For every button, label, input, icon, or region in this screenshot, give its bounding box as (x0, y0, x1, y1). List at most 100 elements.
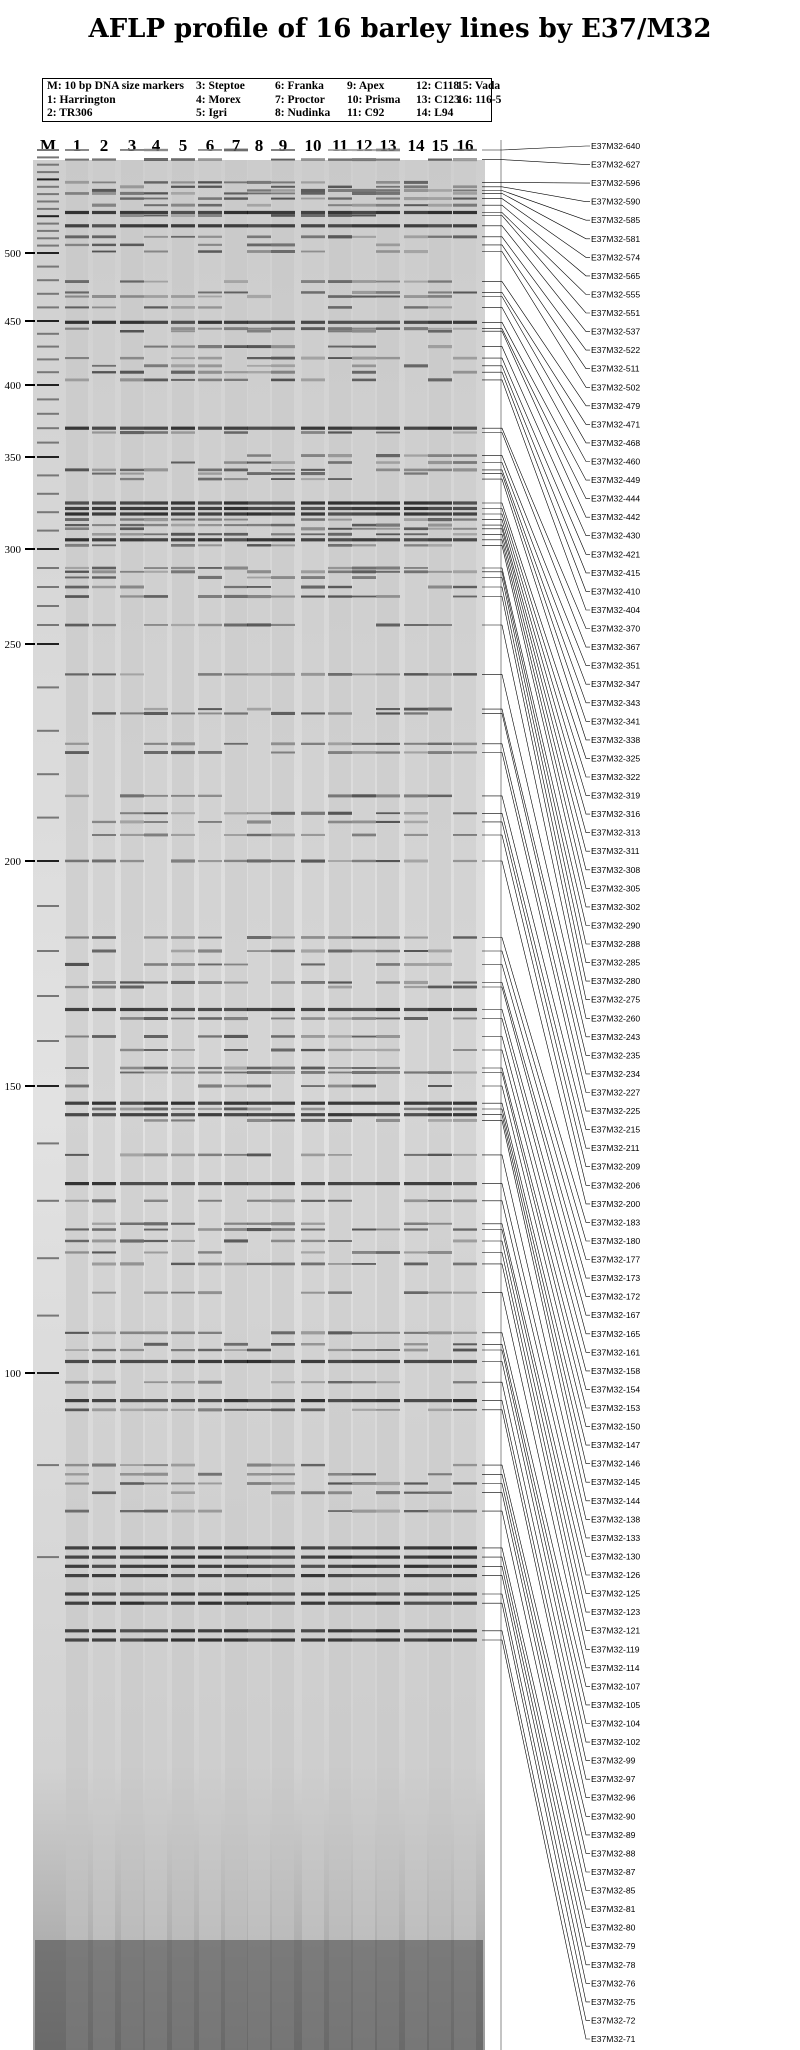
gel-band (352, 794, 376, 798)
legend-entry: 7: Proctor (275, 93, 325, 106)
gel-band (404, 180, 428, 184)
gel-band (301, 1574, 325, 1578)
gel-band (376, 1066, 400, 1070)
gel-band (247, 812, 271, 815)
gel-band (301, 327, 325, 331)
gel-band (376, 426, 400, 430)
gel-band (171, 532, 195, 536)
ladder-band (37, 1199, 59, 1202)
gel-band (92, 1380, 116, 1384)
gel-band (428, 320, 452, 324)
gel-band (453, 1049, 477, 1051)
gel-band (271, 506, 295, 511)
gel-band (352, 1263, 376, 1265)
gel-band (328, 431, 352, 434)
band-label: E37M32-97 (591, 1774, 636, 1784)
band-leader-line (482, 1223, 590, 1576)
gel-band (247, 673, 271, 676)
band-leader-line (482, 193, 590, 240)
band-label: E37M32-130 (591, 1552, 640, 1562)
gel-band (120, 431, 144, 435)
band-label: E37M32-370 (591, 624, 640, 634)
gel-band (328, 1555, 352, 1559)
gel-band (171, 566, 195, 570)
gel-band (92, 538, 116, 542)
gel-band (171, 1153, 195, 1157)
band-label: E37M32-305 (591, 883, 640, 893)
gel-band (224, 623, 248, 627)
band-label: E37M32-227 (591, 1088, 640, 1098)
band-label: E37M32-243 (591, 1032, 640, 1042)
gel-band (453, 203, 477, 207)
gel-band (428, 329, 452, 333)
gel-band (92, 1546, 116, 1550)
band-label: E37M32-442 (591, 512, 640, 522)
gel-band (352, 1564, 376, 1568)
gel-band (271, 533, 295, 536)
gel-band (171, 1119, 195, 1122)
gel-band (224, 1071, 248, 1074)
gel-band (144, 1035, 168, 1038)
gel-band (301, 1491, 325, 1495)
gel-band (404, 712, 428, 715)
gel-band (301, 672, 325, 676)
gel-band (247, 327, 271, 330)
band-label: E37M32-511 (591, 364, 640, 374)
gel-band (198, 1348, 222, 1352)
gel-band (428, 1638, 452, 1642)
band-label: E37M32-144 (591, 1496, 640, 1506)
gel-band (198, 1199, 222, 1202)
gel-band (453, 1239, 477, 1243)
gel-band (92, 235, 116, 239)
band-leader-line (482, 371, 590, 592)
gel-band (144, 468, 168, 472)
gel-band (171, 1331, 195, 1335)
gel-band (453, 981, 477, 984)
gel-band (92, 1199, 116, 1203)
gel-band (271, 949, 295, 953)
band-label: E37M32-177 (591, 1255, 640, 1265)
gel-band (404, 950, 428, 952)
gel-band (271, 192, 295, 195)
gel-band (301, 1085, 325, 1087)
gel-band (404, 512, 428, 516)
legend-entry: 10: Prisma (347, 93, 401, 106)
gel-band (271, 811, 295, 815)
band-label: E37M32-209 (591, 1162, 640, 1172)
gel-band (453, 1101, 477, 1105)
gel-band (198, 623, 222, 627)
gel-band (376, 623, 400, 627)
gel-band (144, 210, 168, 215)
band-label: E37M32-449 (591, 475, 640, 485)
gel-band (404, 472, 428, 475)
band-leader-line (482, 1361, 590, 1743)
band-leader-line (482, 1085, 590, 1427)
lane-strip (272, 160, 294, 2050)
gel-band (224, 431, 248, 434)
gel-band (171, 370, 195, 374)
gel-band (171, 1555, 195, 1559)
gel-band (171, 750, 195, 755)
gel-band (144, 570, 168, 573)
gel-band (65, 566, 89, 569)
gel-band (404, 320, 428, 324)
band-leader-line (482, 1009, 590, 1316)
gel-band (92, 320, 116, 324)
gel-band (247, 1107, 271, 1111)
gel-band (92, 1399, 116, 1403)
gel-band (271, 327, 295, 331)
gel-band (144, 518, 168, 522)
gel-band (271, 1638, 295, 1642)
gel-band (144, 1228, 168, 1231)
band-label: E37M32-338 (591, 735, 640, 745)
band-leader-line (482, 1349, 590, 1724)
ladder-band (37, 384, 59, 386)
band-leader-line (482, 528, 590, 852)
band-leader-line (482, 379, 590, 611)
gel-band (198, 243, 222, 246)
lane-strip (199, 160, 221, 2050)
ladder-band (37, 427, 59, 430)
gel-band (376, 431, 400, 434)
gel-band (120, 356, 144, 360)
gel-band (404, 570, 428, 574)
